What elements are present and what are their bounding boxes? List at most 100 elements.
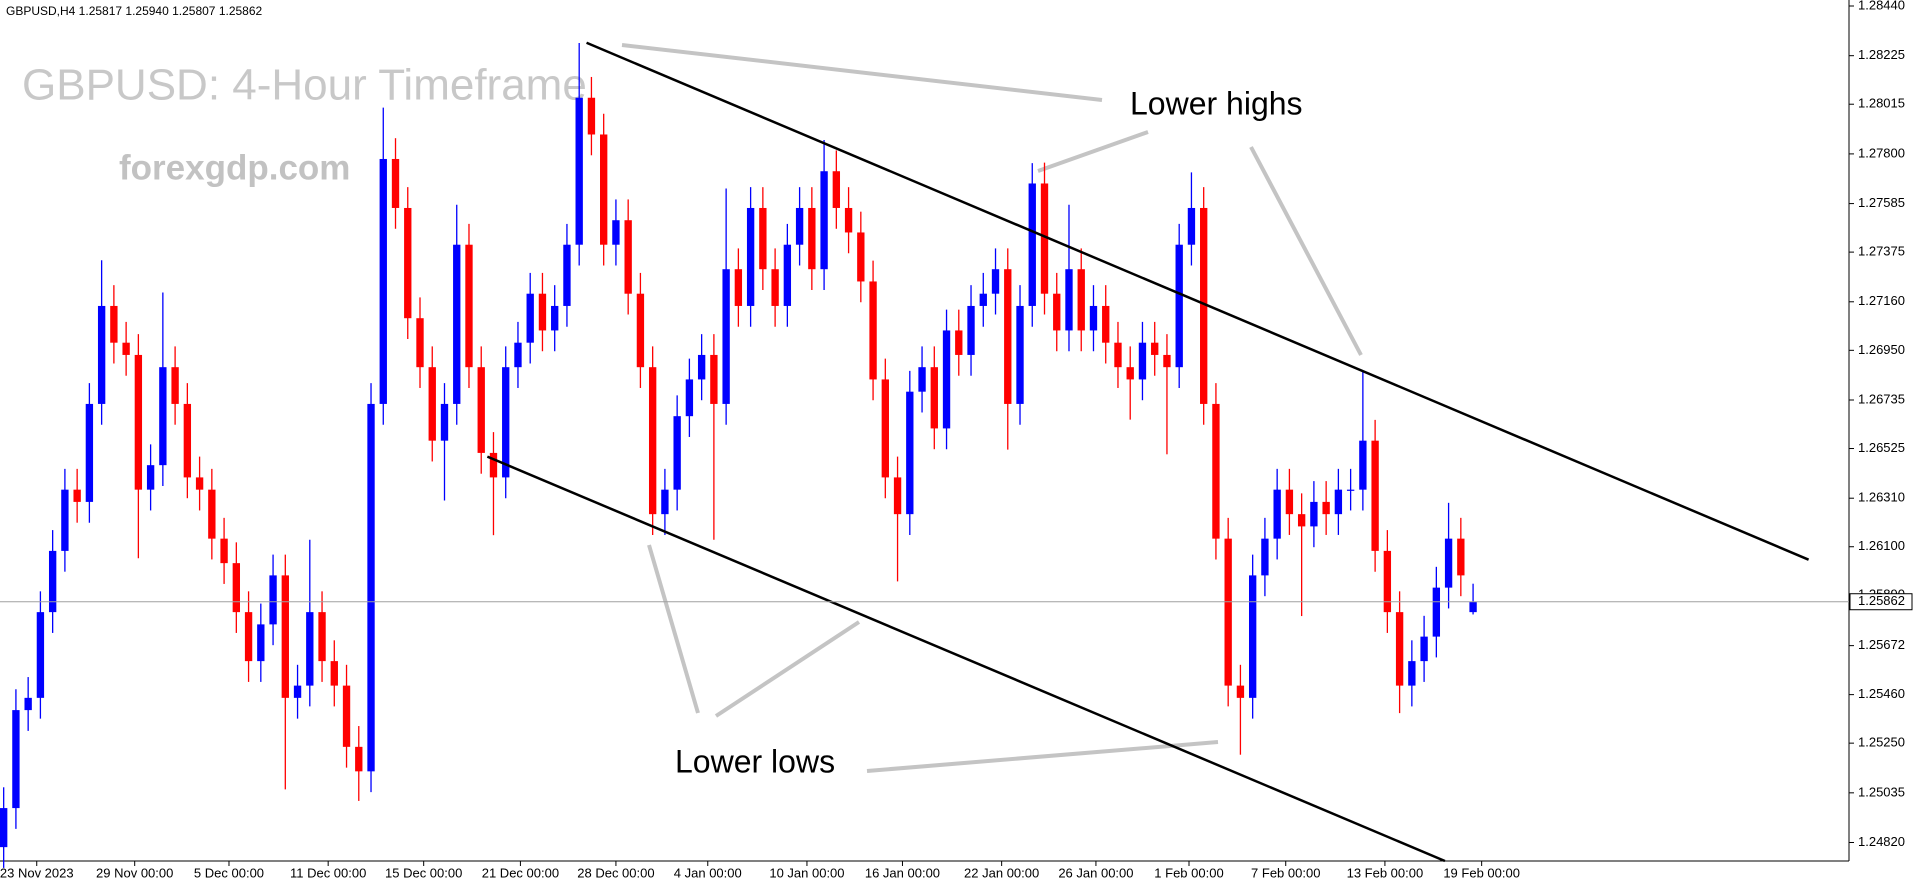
candle-body [1469,601,1477,613]
candle-body [220,538,228,564]
candle-body [232,563,241,613]
x-tick-label: 11 Dec 00:00 [290,865,366,880]
watermark: forexgdp.com [119,148,350,187]
x-tick-label: 1 Feb 00:00 [1154,865,1223,880]
pointer [1037,130,1149,173]
x-tick-label: 21 Dec 00:00 [482,865,559,880]
candle-body [146,465,155,490]
candle-body [722,269,730,404]
pointer [621,43,1103,102]
candle-body [1114,342,1122,368]
candle-body [942,330,951,429]
candle-body [1175,244,1183,368]
x-tick-label: 15 Dec 00:00 [385,865,462,880]
candle-body [967,305,975,355]
candle-body [195,477,204,490]
candle-body [869,281,877,380]
candle-body [489,452,498,478]
candle-body [881,379,889,478]
candle-body [734,269,743,306]
candle-body [857,232,865,282]
y-tick-label: 1.27375 [1858,244,1905,259]
candle-body [122,342,130,355]
candle-body [1040,183,1049,294]
y-tick-label: 1.27160 [1858,293,1905,308]
candle-body [171,367,179,404]
candle-body [73,489,81,502]
candle-body [551,305,559,331]
candle-body [746,207,755,306]
candle-body [1224,538,1232,686]
last-price-box [1849,593,1913,611]
candle-body [428,367,436,441]
candle-body [465,244,473,368]
y-tick-label: 1.25672 [1858,637,1905,652]
candle-body [440,403,449,441]
candle-body [1200,207,1208,404]
candle-body [1297,514,1306,527]
y-tick-label: 1.28440 [1858,0,1905,12]
candle-body [526,293,534,343]
candle-body [1322,501,1330,515]
y-tick-label: 1.26310 [1858,490,1905,505]
candle-body [502,367,510,478]
candle-body [1028,183,1036,306]
candle-body [1310,501,1318,527]
candle-body [1236,685,1245,698]
candle-body [183,403,192,478]
candle-body [1395,612,1404,686]
y-tick-label: 1.28225 [1858,47,1905,62]
candle-body [1383,550,1392,613]
marks [0,41,1810,868]
candle-body [48,550,57,613]
x-tick-label: 16 Jan 00:00 [865,865,940,880]
candle-body [1432,587,1441,637]
candle-body [514,342,522,368]
candle-body [97,305,106,404]
candle-body [1187,207,1196,245]
candle-body [1334,489,1343,515]
candle-body [612,220,620,245]
pointer [714,620,861,718]
candle-body [893,477,902,515]
y-tick-label: 1.25460 [1858,686,1905,701]
x-tick-label: 19 Feb 00:00 [1443,865,1520,880]
candle-body [391,158,400,208]
candle-body [624,220,632,294]
candle-body [1077,269,1085,331]
candle-body [563,244,571,306]
candle-body [600,134,608,245]
candle-body [61,489,69,551]
y-tick-label: 1.25250 [1858,735,1905,750]
candle-body [587,97,596,135]
candle-body [673,416,681,490]
candle-body [538,293,547,331]
x-tick-label: 10 Jan 00:00 [769,865,844,880]
candle-body [1371,440,1379,551]
x-tick-label: 28 Dec 00:00 [577,865,654,880]
candle-body [355,746,363,772]
symbol-header: GBPUSD,H4 1.25817 1.25940 1.25807 1.2586… [6,4,263,18]
trend-line [486,455,1446,863]
candle-body [416,318,424,368]
candle-body [648,367,657,515]
candle-body [795,207,804,245]
annotation: Lower lows [675,743,835,779]
y-tick-label: 1.27800 [1858,145,1905,160]
candle-body [159,367,167,466]
candle-body [269,575,277,625]
candle-body [1212,403,1220,539]
candle-body [453,244,461,404]
candle-body [832,171,841,208]
candle-body [1102,305,1110,343]
annotation: Lower highs [1130,85,1303,121]
candle-body [1261,538,1269,576]
pointer [647,544,700,714]
candle-body [24,697,32,711]
candle-body [1163,354,1171,368]
candle-body [991,269,1000,294]
candle-body [134,354,143,490]
candle-body [1408,661,1416,686]
